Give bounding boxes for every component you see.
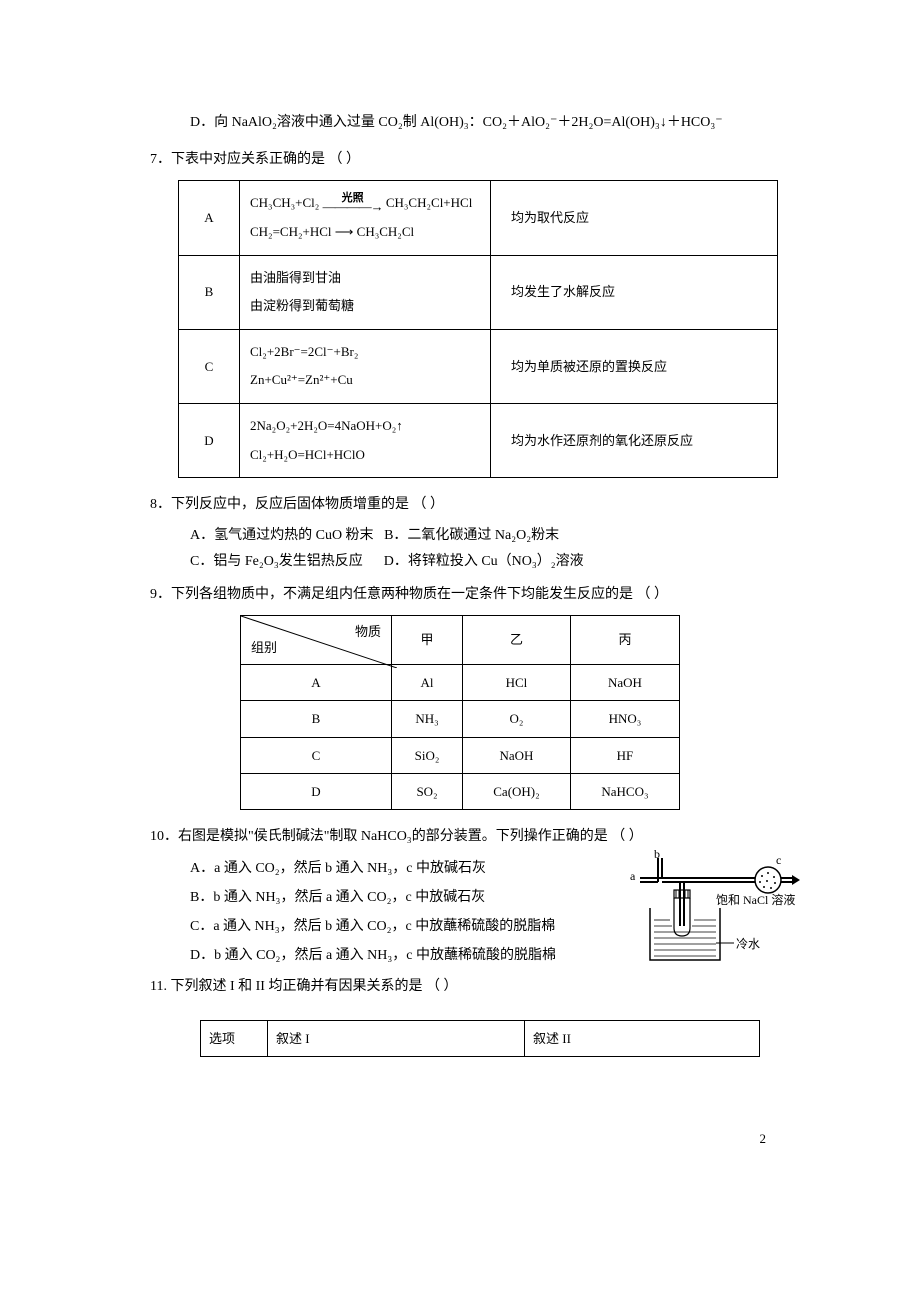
row-description: 均为单质被还原的置换反应 <box>491 329 778 403</box>
col-header: 叙述 I <box>268 1020 525 1056</box>
col-header: 选项 <box>201 1020 268 1056</box>
prev-option-d: D．向 NaAlO₂溶液中通入过量 CO₂制 Al(OH)₃：CO₂＋AlO₂⁻… <box>150 110 780 135</box>
col-header: 乙 <box>463 615 571 664</box>
table-row: BNH₃O₂HNO₃ <box>241 701 680 737</box>
q8-opt-d: D．将锌粒投入 Cu（NO₃）₂溶液 <box>384 554 584 569</box>
col-header: 甲 <box>392 615 463 664</box>
row-reactions: CH₃CH₃+Cl₂ 光照 ————→ CH₃CH₂Cl+HCl CH₂=CH₂… <box>240 181 491 255</box>
table-header-row: 选项 叙述 I 叙述 II <box>201 1020 760 1056</box>
row-description: 均为取代反应 <box>491 181 778 255</box>
q9-table: 物质 组别 甲 乙 丙 AAlHClNaOH BNH₃O₂HNO₃ CSiO₂N… <box>240 615 680 811</box>
table-row: AAlHClNaOH <box>241 664 680 700</box>
diagonal-header: 物质 组别 <box>241 615 392 664</box>
row-label: D <box>179 403 240 477</box>
q8-options: A．氢气通过灼热的 CuO 粉末 B．二氧化碳通过 Na₂O₂粉末 C．铝与 F… <box>150 523 780 573</box>
reaction-1: CH₃CH₃+Cl₂ 光照 ————→ CH₃CH₂Cl+HCl <box>250 195 472 210</box>
page-number: 2 <box>0 1097 920 1150</box>
q7-table: A CH₃CH₃+Cl₂ 光照 ————→ CH₃CH₂Cl+HCl CH₂=C… <box>178 180 778 478</box>
table-row: B 由油脂得到甘油 由淀粉得到葡萄糖 均发生了水解反应 <box>179 255 778 329</box>
q8-stem: 8．下列反应中，反应后固体物质增重的是 （ ） <box>150 492 780 517</box>
col-header: 叙述 II <box>525 1020 760 1056</box>
q10-figure: b a c 饱和 NaCl 溶液 冷水 <box>630 848 800 976</box>
label-a: a <box>630 866 635 888</box>
table-row: A CH₃CH₃+Cl₂ 光照 ————→ CH₃CH₂Cl+HCl CH₂=C… <box>179 181 778 255</box>
row-label: C <box>179 329 240 403</box>
row-description: 均为水作还原剂的氧化还原反应 <box>491 403 778 477</box>
label-coldwater: 冷水 <box>736 934 760 956</box>
page-content: D．向 NaAlO₂溶液中通入过量 CO₂制 Al(OH)₃：CO₂＋AlO₂⁻… <box>0 0 920 1097</box>
label-solution: 饱和 NaCl 溶液 <box>716 890 795 912</box>
row-reactions: 由油脂得到甘油 由淀粉得到葡萄糖 <box>240 255 491 329</box>
label-b: b <box>654 844 660 866</box>
table-row: C Cl₂+2Br⁻=2Cl⁻+Br₂ Zn+Cu²⁺=Zn²⁺+Cu 均为单质… <box>179 329 778 403</box>
col-header: 丙 <box>570 615 679 664</box>
row-description: 均发生了水解反应 <box>491 255 778 329</box>
row-label: A <box>179 181 240 255</box>
row-reactions: 2Na₂O₂+2H₂O=4NaOH+O₂↑ Cl₂+H₂O=HCl+HClO <box>240 403 491 477</box>
row-reactions: Cl₂+2Br⁻=2Cl⁻+Br₂ Zn+Cu²⁺=Zn²⁺+Cu <box>240 329 491 403</box>
q9-stem: 9．下列各组物质中，不满足组内任意两种物质在一定条件下均能发生反应的是 （ ） <box>150 582 780 607</box>
label-c: c <box>776 850 781 872</box>
q8-opt-a: A．氢气通过灼热的 CuO 粉末 <box>190 528 374 543</box>
table-row: CSiO₂NaOHHF <box>241 737 680 773</box>
arrow-with-label: 光照 ————→ <box>323 193 383 209</box>
table-row: D 2Na₂O₂+2H₂O=4NaOH+O₂↑ Cl₂+H₂O=HCl+HClO… <box>179 403 778 477</box>
table-row: DSO₂Ca(OH)₂NaHCO₃ <box>241 774 680 810</box>
q10-stem: 10．右图是模拟"侯氏制碱法"制取 NaHCO₃的部分装置。下列操作正确的是 （… <box>150 824 780 849</box>
q8-opt-c: C．铝与 Fe₂O₃发生铝热反应 <box>190 554 363 569</box>
q7-stem: 7．下表中对应关系正确的是 （ ） <box>150 147 780 172</box>
q11-table: 选项 叙述 I 叙述 II <box>200 1020 760 1057</box>
row-label: B <box>179 255 240 329</box>
reaction-2: CH₂=CH₂+HCl ⟶ CH₃CH₂Cl <box>250 224 414 239</box>
q8-opt-b: B．二氧化碳通过 Na₂O₂粉末 <box>384 528 559 543</box>
table-header-row: 物质 组别 甲 乙 丙 <box>241 615 680 664</box>
q10-block: 10．右图是模拟"侯氏制碱法"制取 NaHCO₃的部分装置。下列操作正确的是 （… <box>150 824 780 968</box>
q11-stem: 11. 下列叙述 I 和 II 均正确并有因果关系的是 （ ） <box>150 974 780 999</box>
